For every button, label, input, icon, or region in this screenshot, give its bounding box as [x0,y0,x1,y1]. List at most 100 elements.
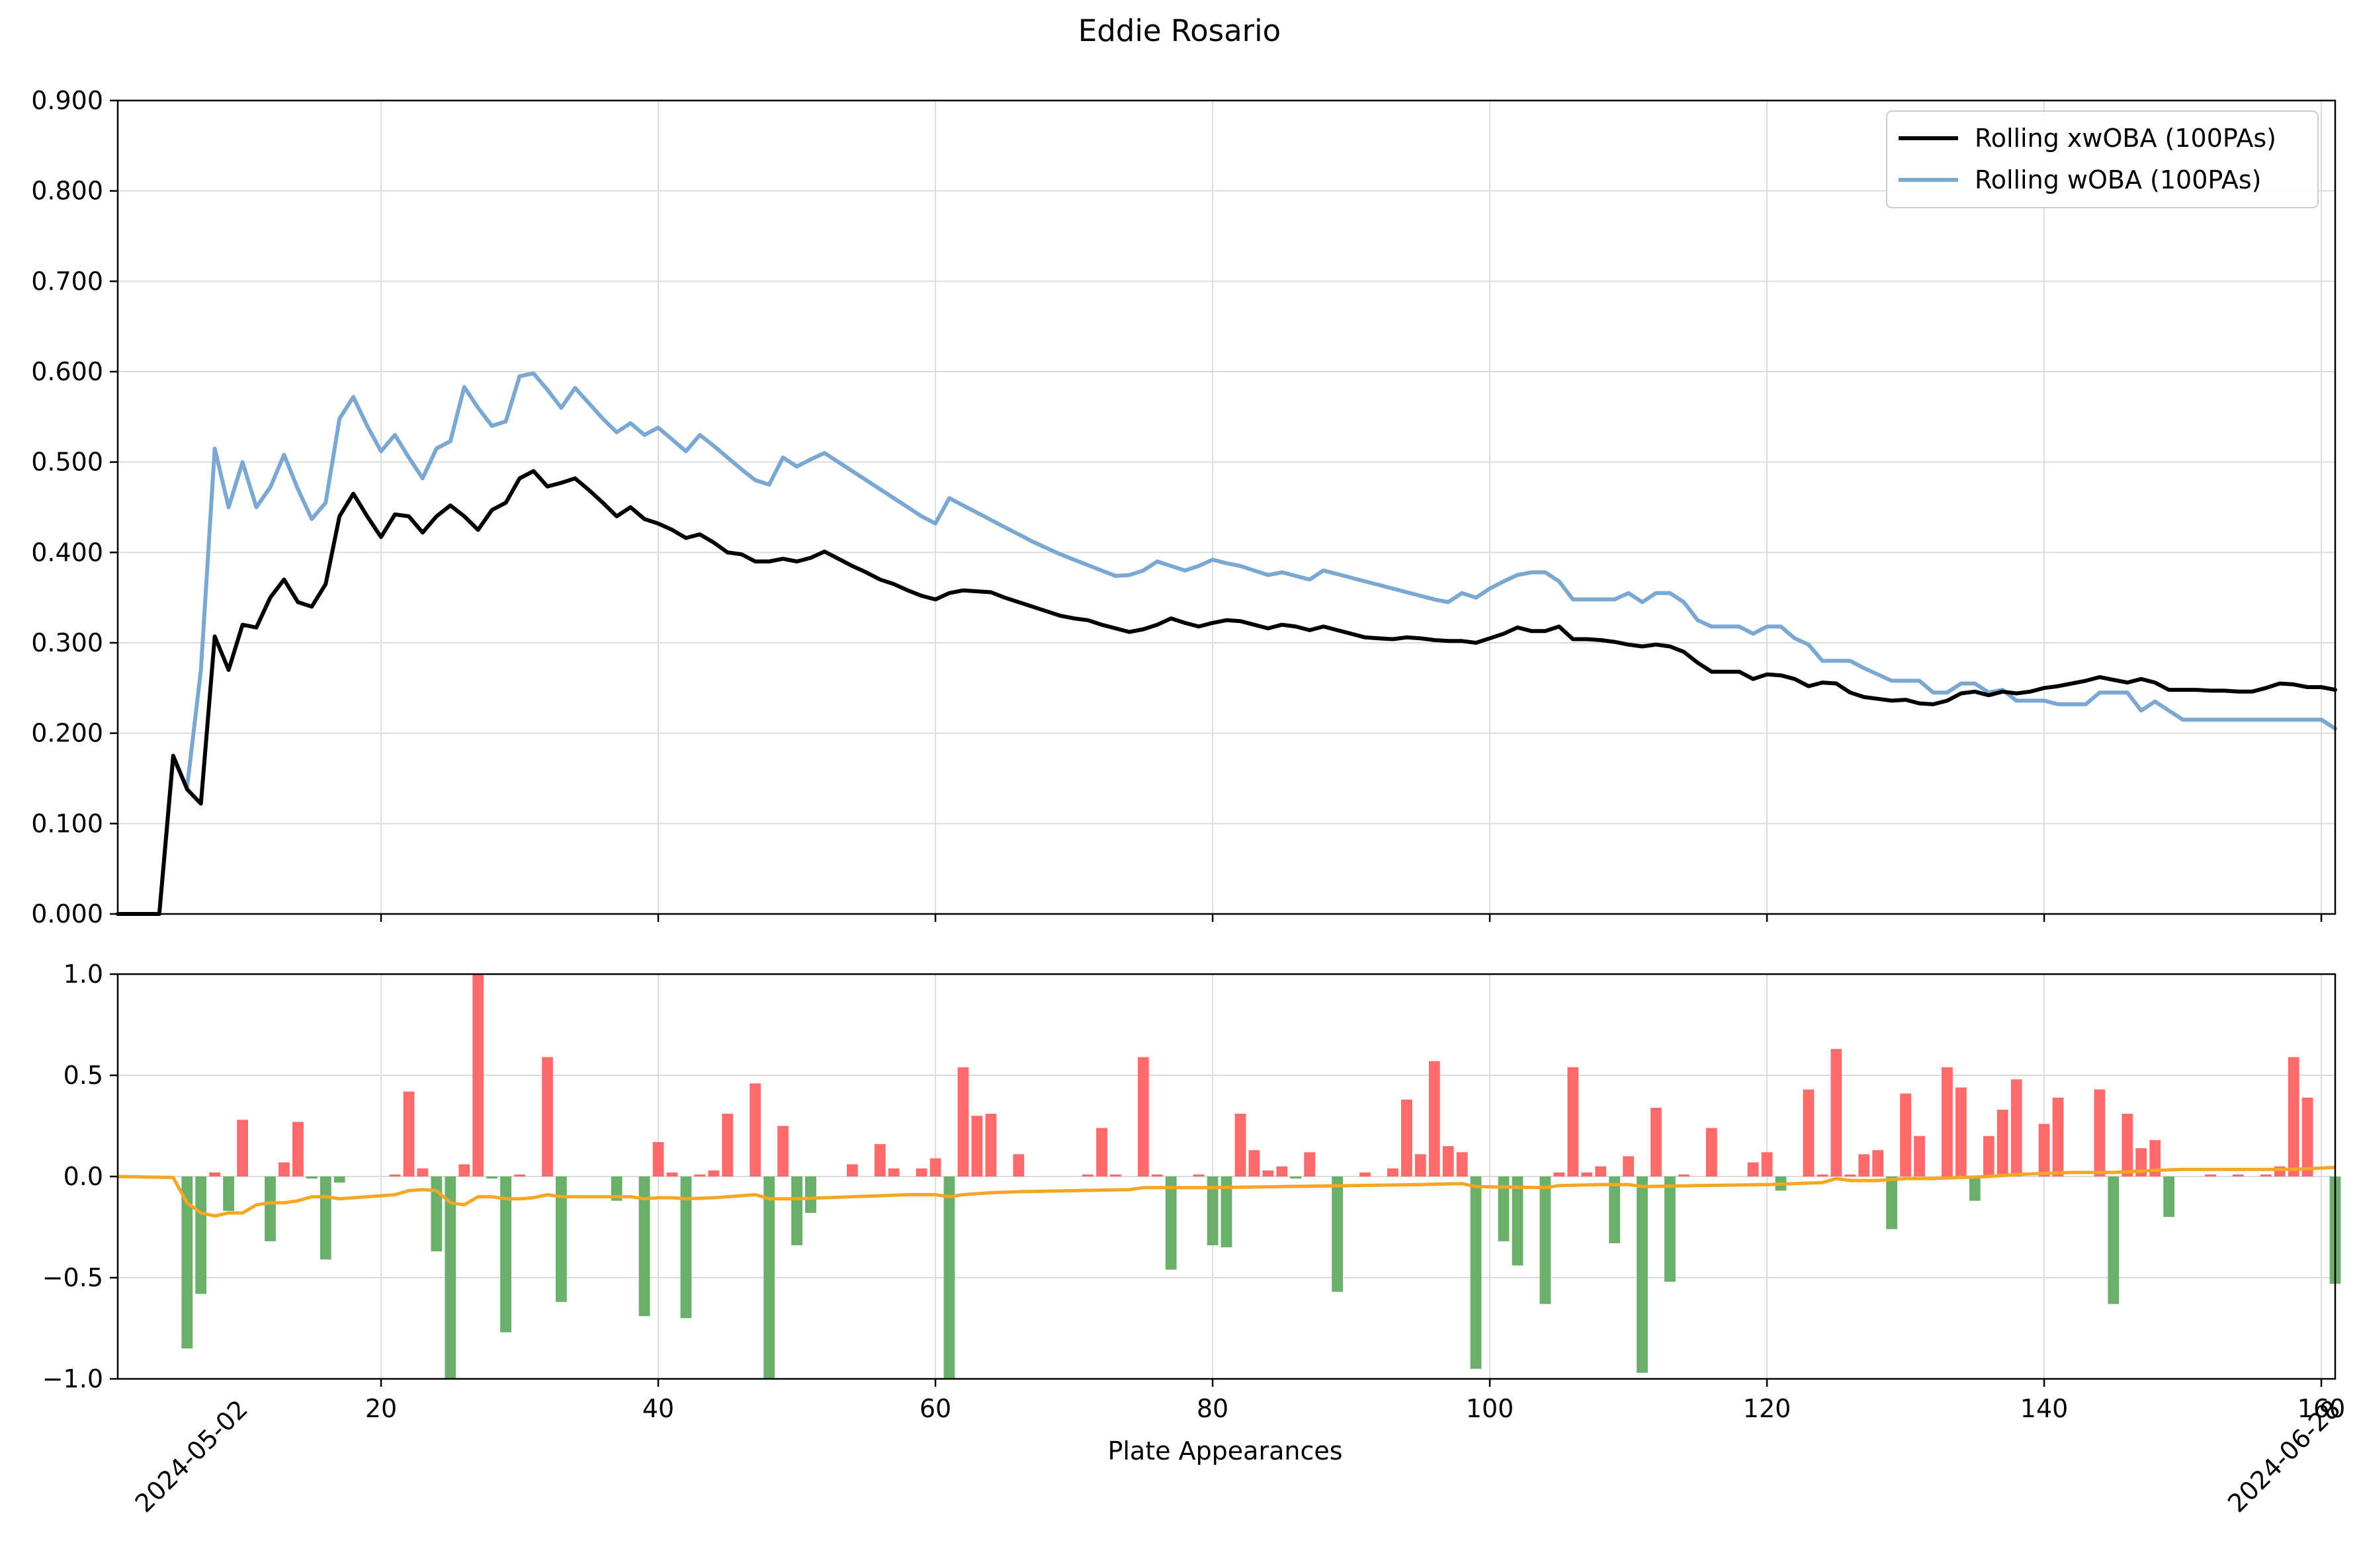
bottom-x-tick-label: 100 [1466,1394,1514,1423]
positive-bar [1553,1172,1565,1176]
negative-bar [1332,1176,1343,1292]
positive-bar [957,1067,969,1176]
positive-bar [1705,1128,1717,1176]
negative-bar [1886,1176,1897,1229]
positive-bar [403,1091,415,1176]
bottom-x-tick-label: 80 [1197,1394,1228,1423]
positive-bar [722,1114,734,1176]
positive-bar [985,1114,997,1176]
bottom-axes: 20 40 60 80 100 120 140 160 −1.0 −0.5 0.0 0.5 1.0 202… [42,960,2346,1518]
top-y-tick-label: 0.600 [31,357,103,386]
negative-bar [805,1176,816,1214]
positive-bar [1151,1174,1163,1176]
positive-bar [1747,1162,1759,1176]
negative-bar [1512,1176,1523,1266]
positive-bar [514,1174,525,1176]
bottom-y-tick-label: 1.0 [64,960,103,989]
negative-bar [1609,1176,1620,1243]
positive-bar [1401,1099,1412,1176]
positive-bar [708,1170,720,1176]
bottom-x-tick-label: 160 [2297,1394,2346,1423]
positive-bar [1581,1172,1593,1176]
positive-bar [2288,1057,2299,1176]
xwoba-line [116,469,2337,916]
positive-bar [1996,1110,2008,1176]
negative-bar [1470,1176,1482,1369]
positive-bar [1942,1067,1953,1176]
positive-bar [1414,1154,1426,1176]
positive-bar [2010,1079,2022,1176]
positive-bar [916,1168,927,1176]
positive-bar [1678,1174,1690,1176]
difference-average-line [117,1165,2336,1218]
positive-bar [1761,1152,1773,1176]
negative-bar [333,1176,345,1183]
positive-bar [2149,1139,2161,1176]
negative-bar [265,1176,276,1241]
negative-bar [223,1176,234,1211]
positive-bar [1387,1168,1398,1176]
positive-bar [2094,1089,2106,1176]
negative-bar [2108,1176,2120,1304]
positive-bar [1817,1174,1828,1176]
positive-bar [2233,1174,2244,1176]
date-label: 2024-06-28 [2222,1394,2346,1518]
positive-bar [1983,1135,1994,1176]
negative-bar [486,1176,498,1179]
positive-bar [1276,1166,1288,1176]
negative-bar [1290,1176,1302,1179]
top-y-tick-label: 0.100 [31,809,103,838]
positive-bar [1567,1067,1579,1176]
chart-title: Eddie Rosario [1078,13,1281,48]
positive-bar [929,1158,941,1176]
top-y-tick-label: 0.500 [31,448,103,477]
positive-bar [292,1122,304,1176]
positive-bar [1914,1135,1925,1176]
top-y-tick-label: 0.200 [31,719,103,748]
positive-bar [209,1172,221,1176]
positive-bar [458,1164,470,1176]
negative-bar [943,1176,955,1379]
positive-bar [1262,1170,1274,1176]
positive-bar [1137,1057,1149,1176]
positive-bar [1651,1108,1662,1176]
positive-bar [1858,1154,1870,1176]
positive-bar [417,1168,429,1176]
positive-bar [2052,1097,2064,1176]
bottom-x-tick-label: 60 [920,1394,951,1423]
negative-bar [763,1176,775,1379]
x-axis-label: Plate Appearances [1107,1436,1342,1465]
negative-bar [556,1176,567,1302]
negative-bar [1207,1176,1219,1245]
negative-bar [1539,1176,1551,1304]
positive-bar [1013,1154,1025,1176]
positive-bar [2038,1124,2050,1176]
negative-bar [1969,1176,1981,1201]
top-y-tick-label: 0.400 [31,538,103,567]
top-y-tick-label: 0.900 [31,86,103,115]
positive-bar [1955,1087,1967,1176]
bottom-average-line [117,1165,2336,1218]
bottom-x-tick-label: 40 [642,1394,674,1423]
positive-bar [389,1174,401,1176]
positive-bar [1844,1174,1856,1176]
positive-bar [847,1164,858,1176]
top-y-tick-label: 0.700 [31,267,103,296]
negative-bar [195,1176,207,1294]
negative-bar [638,1176,650,1317]
bottom-x-tick-label: 120 [1743,1394,1791,1423]
bottom-bars [181,974,2341,1379]
positive-bar [1830,1049,1842,1176]
positive-bar [1623,1156,1634,1176]
positive-bar [1456,1152,1468,1176]
top-y-tick-label: 0.300 [31,628,103,657]
bottom-x-tick-label: 20 [365,1394,397,1423]
negative-bar [320,1176,331,1260]
positive-bar [1193,1174,1205,1176]
negative-bar [791,1176,802,1245]
positive-bar [1248,1150,1260,1176]
top-series [116,371,2337,916]
positive-bar [2122,1114,2133,1176]
positive-bar [888,1168,900,1176]
